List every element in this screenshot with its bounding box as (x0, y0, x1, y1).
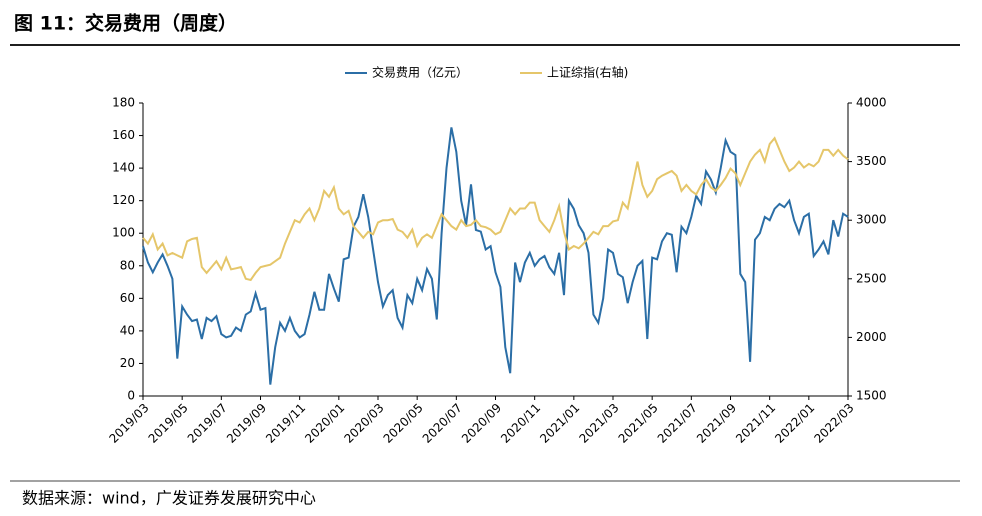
y-tick-label: 120 (112, 193, 135, 207)
x-tick-label: 2020/03 (341, 401, 386, 446)
x-tick-label: 2021/11 (733, 401, 778, 446)
series-line (142, 127, 849, 385)
x-tick-label: 2022/03 (811, 401, 856, 446)
x-tick-label: 2019/11 (263, 401, 308, 446)
x-tick-label: 2021/01 (537, 401, 582, 446)
series-line (142, 136, 849, 282)
y2-tick-label: 1500 (856, 389, 887, 403)
x-tick-label: 2020/09 (459, 401, 504, 446)
x-tick-label: 2021/07 (655, 401, 700, 446)
x-tick-label: 2020/11 (498, 401, 543, 446)
y-tick-label: 160 (112, 128, 135, 142)
y-tick-label: 80 (120, 258, 135, 272)
y-tick-label: 20 (120, 356, 135, 370)
x-tick-label: 2019/05 (146, 401, 191, 446)
x-tick-label: 2021/03 (576, 401, 621, 446)
y2-tick-label: 3500 (856, 154, 887, 168)
y2-tick-label: 4000 (856, 96, 887, 110)
y2-tick-label: 2500 (856, 271, 887, 285)
legend-label: 上证综指(右轴) (547, 65, 628, 80)
y2-tick-label: 3000 (856, 213, 887, 227)
x-tick-label: 2019/03 (106, 401, 151, 446)
source: 数据来源：wind，广发证券发展研究中心 (22, 489, 316, 508)
y-tick-label: 140 (112, 161, 135, 175)
y2-tick-label: 2000 (856, 330, 887, 344)
x-tick-label: 2020/05 (381, 401, 426, 446)
x-tick-label: 2019/09 (224, 401, 269, 446)
x-tick-label: 2020/07 (420, 401, 465, 446)
y-tick-label: 180 (112, 96, 135, 110)
y-tick-label: 40 (120, 323, 135, 337)
x-tick-label: 2022/01 (772, 401, 817, 446)
y-tick-label: 60 (120, 291, 135, 305)
legend-label: 交易费用（亿元） (372, 65, 468, 80)
x-tick-label: 2021/05 (616, 401, 661, 446)
chart-title: 图 11：交易费用（周度） (14, 12, 237, 35)
y-tick-label: 100 (112, 226, 135, 240)
x-tick-label: 2020/01 (302, 401, 347, 446)
y-tick-label: 0 (127, 389, 135, 403)
x-tick-label: 2019/07 (185, 401, 230, 446)
x-tick-label: 2021/09 (694, 401, 739, 446)
